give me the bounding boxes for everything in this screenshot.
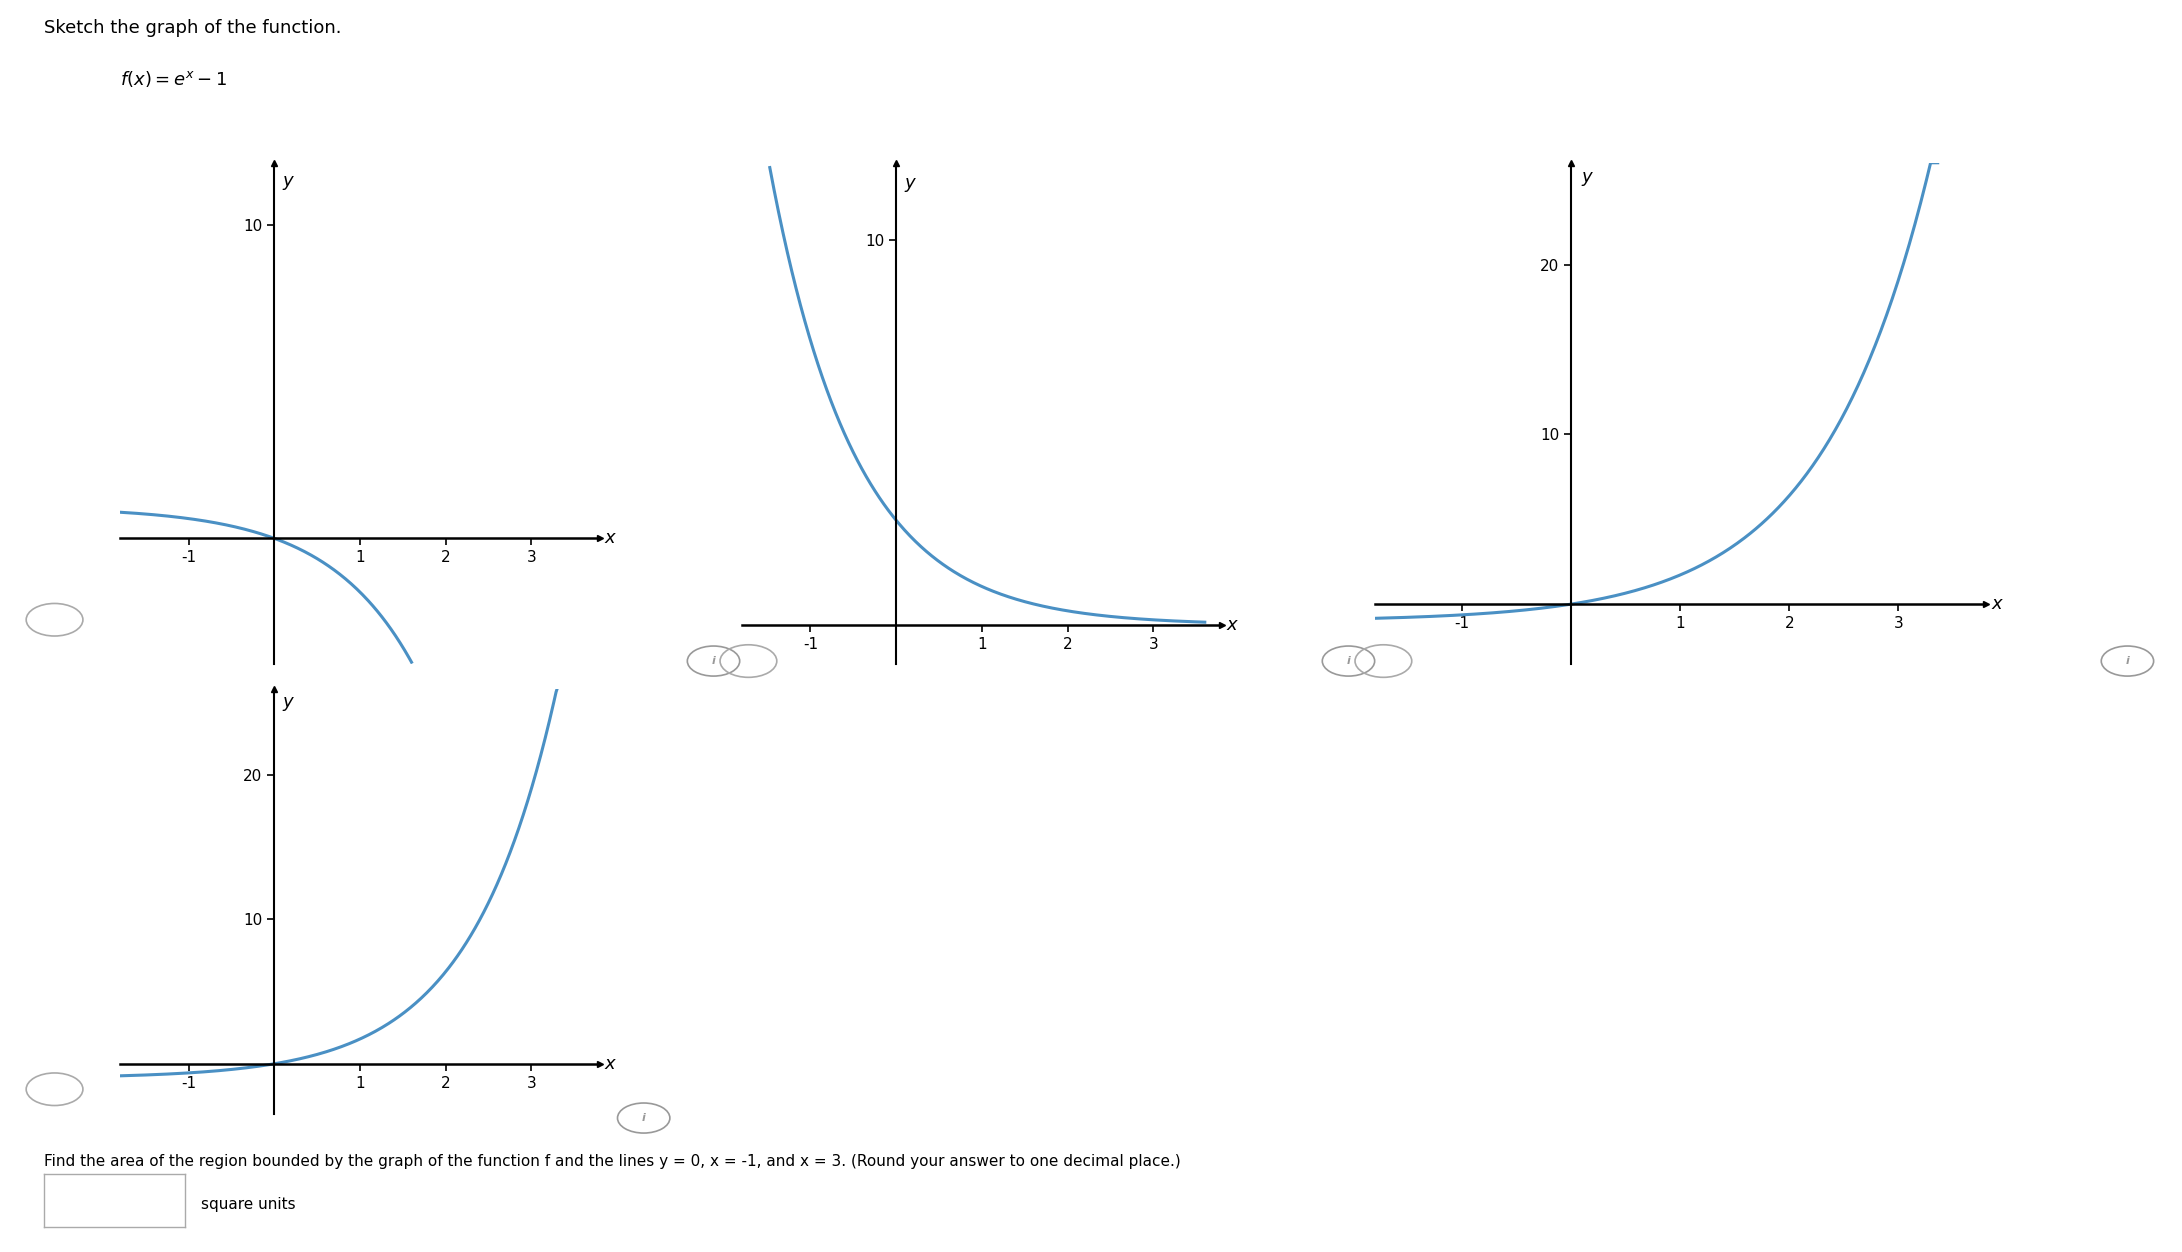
Text: x: x <box>1992 595 2001 613</box>
Text: y: y <box>1582 168 1593 185</box>
Text: i: i <box>642 1113 646 1123</box>
Text: x: x <box>1226 616 1237 634</box>
Text: x: x <box>604 530 615 547</box>
Text: Find the area of the region bounded by the graph of the function f and the lines: Find the area of the region bounded by t… <box>44 1154 1180 1169</box>
Text: y: y <box>284 692 295 711</box>
Text: square units: square units <box>201 1197 295 1212</box>
Text: y: y <box>284 173 295 190</box>
Text: $f(x) = e^x - 1$: $f(x) = e^x - 1$ <box>120 69 227 89</box>
Text: i: i <box>711 656 716 666</box>
Text: x: x <box>604 1054 615 1073</box>
Text: y: y <box>906 174 916 193</box>
Text: i: i <box>2125 656 2130 666</box>
Text: Sketch the graph of the function.: Sketch the graph of the function. <box>44 19 340 36</box>
Text: i: i <box>1346 656 1351 666</box>
